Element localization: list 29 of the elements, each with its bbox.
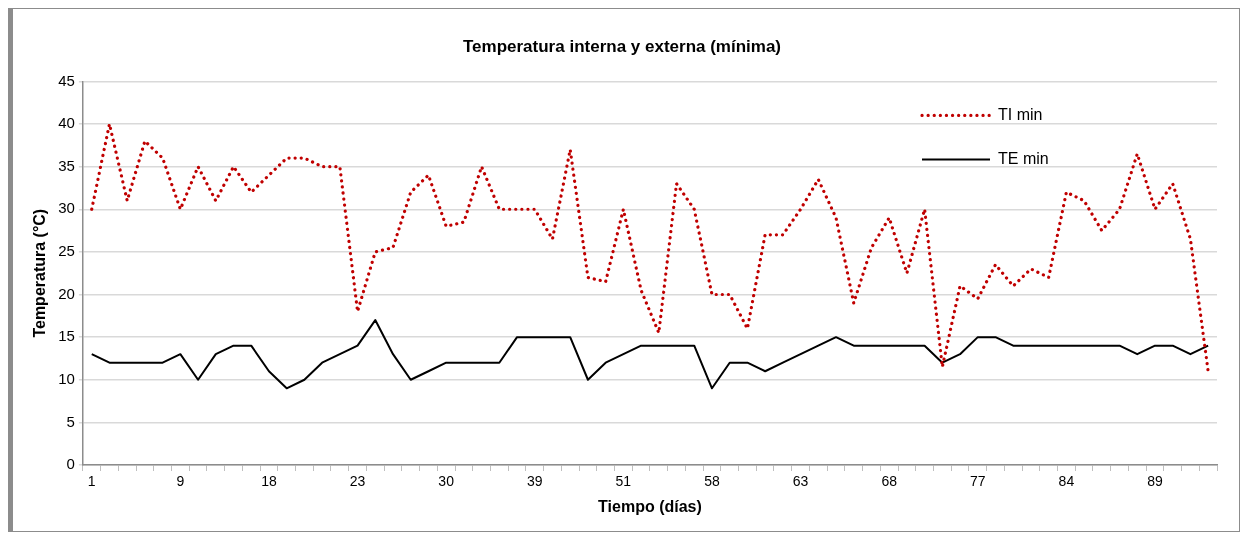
y-tick-label: 5 <box>66 412 75 430</box>
y-tick-label: 0 <box>66 455 75 473</box>
x-axis-title: Tiempo (días) <box>598 497 702 515</box>
x-tick-label: 23 <box>349 473 366 490</box>
x-tick-label: 39 <box>526 473 543 490</box>
x-tick-label: 9 <box>176 473 185 490</box>
y-tick-label: 45 <box>58 71 75 89</box>
x-tick-label: 18 <box>261 473 277 490</box>
y-tick-label: 20 <box>58 284 75 302</box>
legend-label: TI min <box>998 105 1043 123</box>
y-tick-label: 35 <box>58 156 75 174</box>
x-tick-label: 89 <box>1147 473 1163 490</box>
x-tick-label: 30 <box>438 473 455 490</box>
x-tick-label: 58 <box>704 473 720 490</box>
x-tick-label: 77 <box>969 473 986 490</box>
y-tick-label: 40 <box>58 114 75 132</box>
x-tick-label: 1 <box>87 473 96 490</box>
y-tick-label: 30 <box>58 199 75 217</box>
x-tick-label: 68 <box>881 473 898 490</box>
chart-title: Temperatura interna y externa (mínima) <box>462 36 782 56</box>
line-series <box>90 122 1210 373</box>
x-tick-label: 51 <box>615 473 632 490</box>
x-tick-label: 84 <box>1058 473 1075 490</box>
y-tick-label: 15 <box>58 327 75 345</box>
x-tick-label: 63 <box>792 473 809 490</box>
y-tick-label: 10 <box>58 369 75 387</box>
y-tick-label: 25 <box>58 242 75 260</box>
legend-label: TE min <box>998 149 1049 167</box>
y-axis-title: Temperatura (°C) <box>31 208 49 338</box>
